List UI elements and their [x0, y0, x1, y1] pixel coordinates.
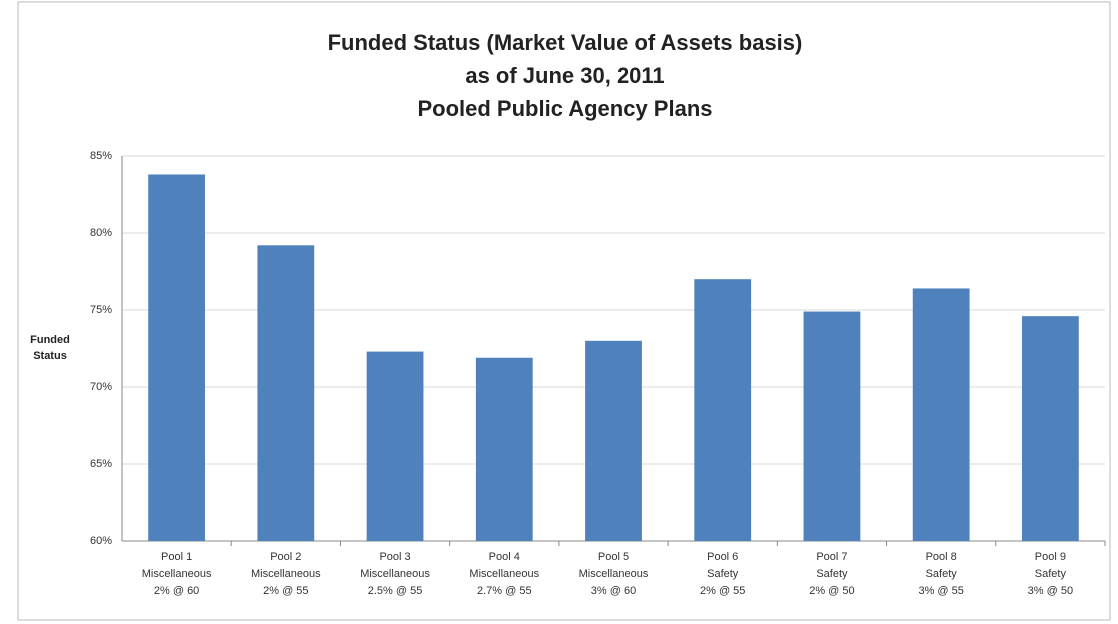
x-tick-label: 3% @ 50: [1028, 585, 1073, 597]
x-tick-label: Pool 6: [707, 551, 738, 563]
x-tick-label: 2% @ 60: [154, 585, 199, 597]
x-tick-label: Miscellaneous: [142, 568, 212, 580]
x-tick-label: Miscellaneous: [469, 568, 539, 580]
bar: [1021, 316, 1079, 541]
chart-title: Pooled Public Agency Plans: [417, 96, 712, 121]
x-tick-label: Pool 8: [926, 551, 957, 563]
x-tick-label: Safety: [1035, 568, 1067, 580]
y-tick-label: 75%: [90, 304, 112, 316]
bar: [366, 351, 424, 541]
x-tick-label: Pool 7: [816, 551, 847, 563]
x-tick-label: Pool 2: [270, 551, 301, 563]
x-tick-label: Pool 1: [161, 551, 192, 563]
bar: [803, 311, 861, 541]
y-axis-label: Funded: [30, 334, 70, 346]
x-tick-label: Pool 9: [1035, 551, 1066, 563]
x-tick-label: 2% @ 55: [263, 585, 308, 597]
chart-title: Funded Status (Market Value of Assets ba…: [328, 30, 803, 55]
bar: [912, 288, 970, 541]
x-tick-label: 2% @ 50: [809, 585, 854, 597]
bar: [148, 174, 206, 542]
x-tick-label: Pool 4: [489, 551, 520, 563]
x-tick-label: Safety: [926, 568, 958, 580]
x-tick-label: 3% @ 60: [591, 585, 636, 597]
x-tick-label: Safety: [707, 568, 739, 580]
x-tick-label: Miscellaneous: [579, 568, 649, 580]
y-tick-label: 80%: [90, 227, 112, 239]
x-tick-label: 2.5% @ 55: [368, 585, 423, 597]
x-tick-label: Safety: [816, 568, 848, 580]
x-tick-label: 2.7% @ 55: [477, 585, 532, 597]
x-tick-label: Pool 5: [598, 551, 629, 563]
bar: [585, 340, 642, 541]
y-tick-label: 70%: [90, 381, 112, 393]
bar: [257, 245, 315, 541]
chart-title: as of June 30, 2011: [465, 63, 664, 88]
x-tick-label: Miscellaneous: [360, 568, 430, 580]
y-tick-label: 85%: [90, 150, 112, 162]
y-tick-label: 65%: [90, 458, 112, 470]
x-tick-label: 3% @ 55: [918, 585, 963, 597]
x-tick-label: 2% @ 55: [700, 585, 745, 597]
bar: [694, 279, 752, 541]
bar: [475, 357, 533, 541]
x-tick-label: Miscellaneous: [251, 568, 321, 580]
y-tick-label: 60%: [90, 535, 112, 547]
x-tick-label: Pool 3: [379, 551, 410, 563]
y-axis-label: Status: [33, 350, 67, 362]
